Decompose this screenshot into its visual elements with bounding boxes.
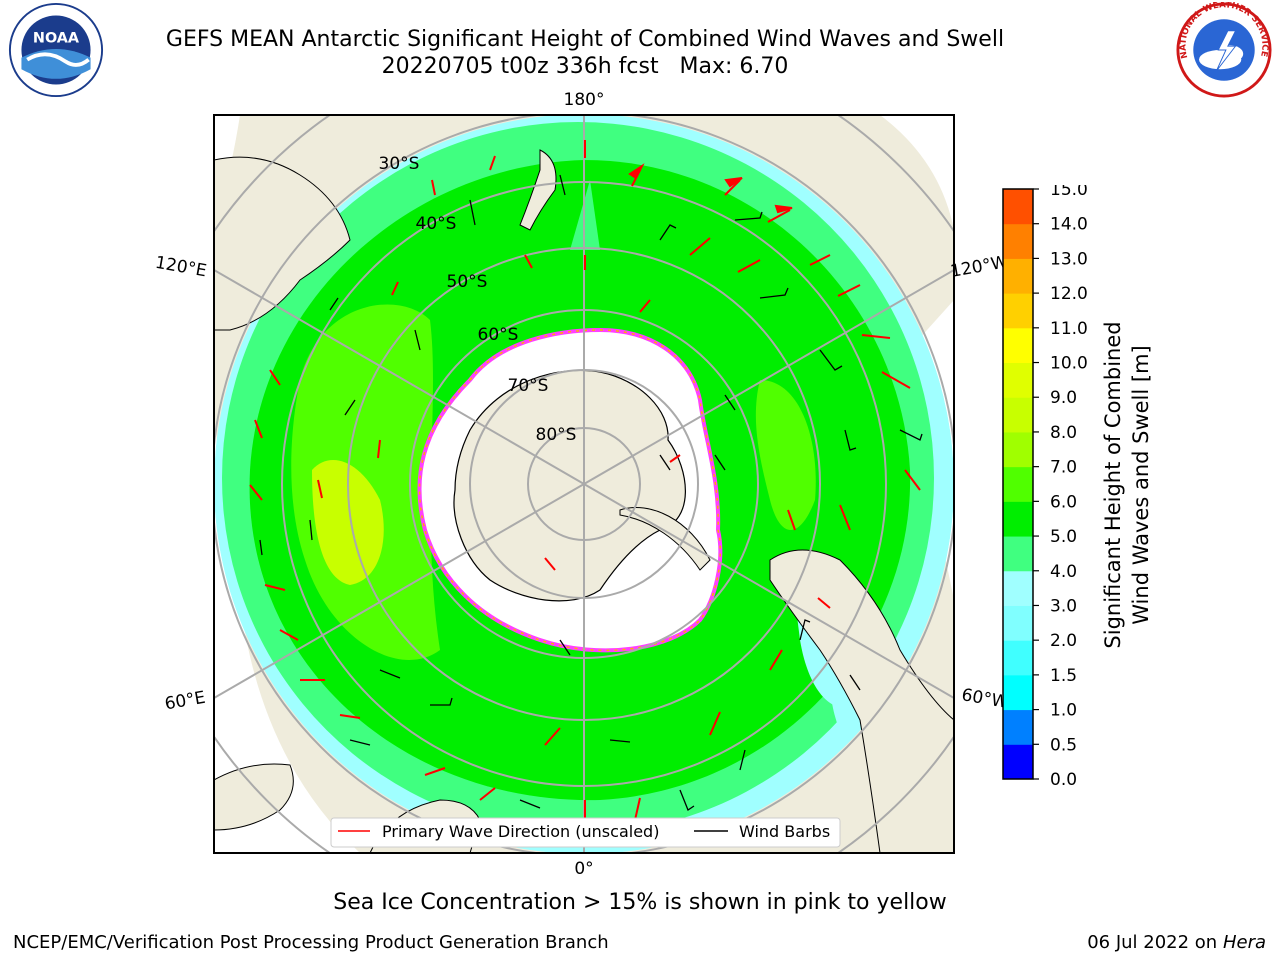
colorbar-tick-label: 0.0 bbox=[1050, 770, 1077, 785]
colorbar-swatch bbox=[1003, 536, 1033, 572]
lon-label-left-lower: 60°E bbox=[163, 688, 207, 715]
colorbar-label: Significant Height of Combined Wind Wave… bbox=[1099, 321, 1155, 648]
lon-label-top: 180° bbox=[564, 90, 605, 110]
footer-date-text: 06 Jul 2022 on bbox=[1087, 932, 1218, 953]
lon-label-bottom: 0° bbox=[574, 859, 593, 879]
colorbar-tick-label: 15.0 bbox=[1050, 185, 1088, 200]
colorbar-swatch bbox=[1003, 362, 1033, 398]
footer-branch: NCEP/EMC/Verification Post Processing Pr… bbox=[13, 932, 609, 953]
colorbar-ticks: 15.0 14.0 13.0 12.0 11.0 10.0 9.0 8.0 7.0 6.0 5.0 4… bbox=[1033, 185, 1088, 785]
colorbar-tick-label: 0.5 bbox=[1050, 735, 1077, 755]
colorbar-tick-label: 5.0 bbox=[1050, 527, 1077, 547]
colorbar-tick-label: 2.0 bbox=[1050, 631, 1077, 651]
colorbar-tick-label: 7.0 bbox=[1050, 458, 1077, 478]
colorbar-tick-label: 1.0 bbox=[1050, 701, 1077, 721]
colorbar-label-line1: Significant Height of Combined bbox=[1101, 321, 1125, 649]
lat-label-70s: 70°S bbox=[508, 376, 549, 396]
colorbar-tick-label: 10.0 bbox=[1050, 354, 1088, 374]
wave-field-5-6m-east bbox=[755, 380, 816, 530]
colorbar-swatch bbox=[1003, 189, 1033, 225]
colorbar-tick-label: 4.0 bbox=[1050, 562, 1077, 582]
map-frame bbox=[213, 114, 955, 854]
colorbar-swatch bbox=[1003, 223, 1033, 259]
colorbar-tick-label: 14.0 bbox=[1050, 215, 1088, 235]
colorbar-tick-label: 8.0 bbox=[1050, 423, 1077, 443]
legend-wind-label: Wind Barbs bbox=[739, 822, 830, 841]
colorbar-tick-label: 1.5 bbox=[1050, 666, 1077, 686]
nws-logo: NATIONAL WEATHER SERVICE bbox=[1176, 2, 1272, 98]
wind-barbs bbox=[259, 174, 923, 811]
colorbar-swatch bbox=[1003, 744, 1033, 780]
colorbar-swatch bbox=[1003, 431, 1033, 468]
title-line: GEFS MEAN Antarctic Significant Height o… bbox=[165, 27, 1005, 52]
colorbar-tick-label: 12.0 bbox=[1050, 284, 1088, 304]
colorbar-swatch bbox=[1003, 709, 1033, 745]
sea-ice-caption: Sea Ice Concentration > 15% is shown in … bbox=[333, 890, 947, 915]
colorbar-swatch bbox=[1003, 570, 1033, 606]
colorbar-swatch bbox=[1003, 397, 1033, 433]
colorbar-swatch bbox=[1003, 640, 1033, 676]
legend-wave-label: Primary Wave Direction (unscaled) bbox=[382, 822, 659, 841]
colorbar-swatch bbox=[1003, 466, 1033, 502]
lat-label-60s: 60°S bbox=[478, 325, 519, 345]
colorbar-swatches bbox=[1003, 189, 1033, 780]
colorbar: 15.0 14.0 13.0 12.0 11.0 10.0 9.0 8.0 7.0 6.0 5.0 4… bbox=[1002, 185, 1088, 785]
australia bbox=[214, 156, 351, 331]
south-america bbox=[769, 549, 954, 853]
footer-date: 06 Jul 2022 on Hera bbox=[1087, 932, 1266, 953]
colorbar-swatch bbox=[1003, 258, 1033, 294]
colorbar-tick-label: 13.0 bbox=[1050, 249, 1088, 269]
colorbar-tick-label: 9.0 bbox=[1050, 388, 1077, 408]
lat-label-30s: 30°S bbox=[379, 154, 420, 174]
lat-label-50s: 50°S bbox=[447, 272, 488, 292]
colorbar-label-line2: Wind Waves and Swell [m] bbox=[1129, 345, 1153, 625]
colorbar-swatch bbox=[1003, 293, 1033, 329]
chart-title: GEFS MEAN Antarctic Significant Height o… bbox=[0, 26, 1170, 54]
colorbar-swatch bbox=[1003, 605, 1033, 641]
madagascar-region bbox=[214, 763, 294, 831]
colorbar-tick-label: 3.0 bbox=[1050, 596, 1077, 616]
lat-label-80s: 80°S bbox=[536, 425, 577, 445]
colorbar-tick-label: 11.0 bbox=[1050, 319, 1088, 339]
colorbar-swatch bbox=[1003, 674, 1033, 711]
wave-direction-arrows bbox=[249, 140, 921, 825]
map-legend: Primary Wave Direction (unscaled) Wind B… bbox=[330, 817, 841, 848]
colorbar-swatch bbox=[1003, 327, 1033, 364]
noaa-logo: NOAA bbox=[8, 2, 104, 98]
colorbar-swatch bbox=[1003, 501, 1033, 537]
graticule bbox=[214, 115, 954, 853]
colorbar-tick-label: 6.0 bbox=[1050, 492, 1077, 512]
lon-label-left-upper: 120°E bbox=[154, 253, 208, 282]
new-zealand bbox=[519, 149, 557, 231]
wave-field-6-7m bbox=[312, 460, 384, 585]
chart-subtitle: 20220705 t00z 336h fcst Max: 6.70 bbox=[381, 54, 789, 79]
footer-host: Hera bbox=[1222, 932, 1266, 953]
colorbar-frame bbox=[1002, 188, 1034, 780]
lat-label-40s: 40°S bbox=[416, 214, 457, 234]
noaa-logo-text: NOAA bbox=[33, 30, 80, 46]
